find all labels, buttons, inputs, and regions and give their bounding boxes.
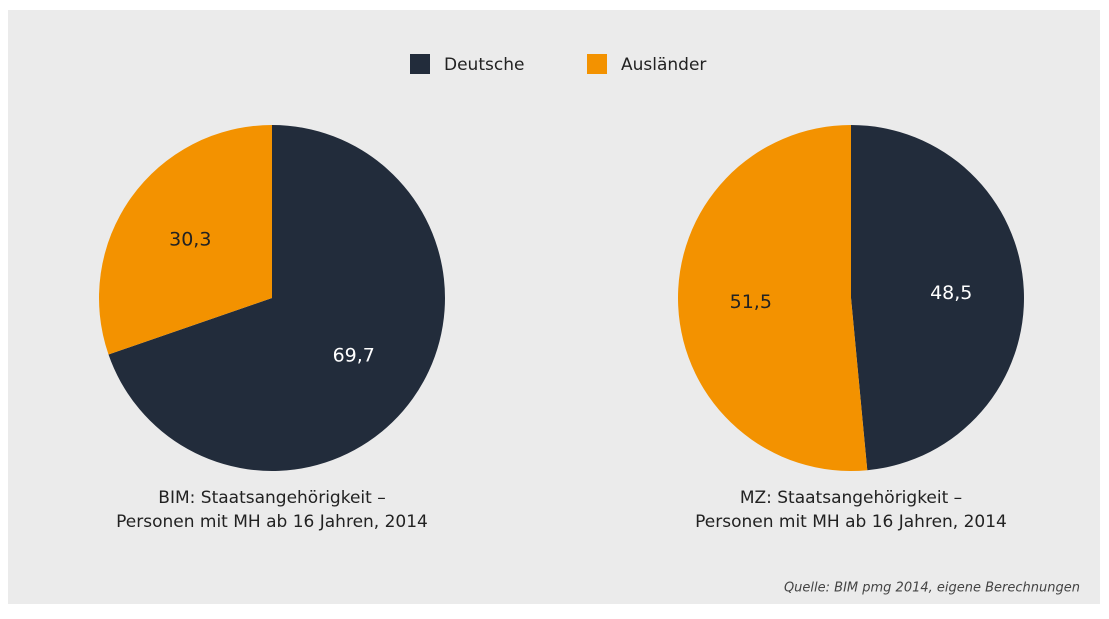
source: Quelle: BIM pmg 2014, eigene Berechnunge… bbox=[784, 581, 1080, 596]
chart-title: Personen mit MH ab 16 Jahren, 2014 bbox=[116, 512, 428, 532]
pie-slice bbox=[677, 125, 868, 472]
pie-slice bbox=[98, 125, 272, 355]
data-label: 48,5 bbox=[930, 282, 972, 304]
pie-slice bbox=[108, 125, 445, 471]
data-label: 30,3 bbox=[169, 228, 211, 250]
data-label: 51,5 bbox=[730, 291, 772, 313]
chart-title: MZ: Staatsangehörigkeit – bbox=[740, 488, 962, 508]
legend-label: Deutsche bbox=[444, 55, 524, 75]
legend-swatch bbox=[587, 54, 607, 74]
pie-slice bbox=[851, 125, 1024, 471]
chart-title: Personen mit MH ab 16 Jahren, 2014 bbox=[695, 512, 1007, 532]
legend-swatch bbox=[410, 54, 430, 74]
legend-label: Ausländer bbox=[621, 55, 706, 75]
data-label: 69,7 bbox=[333, 345, 375, 367]
chart-title: BIM: Staatsangehörigkeit – bbox=[158, 488, 385, 508]
